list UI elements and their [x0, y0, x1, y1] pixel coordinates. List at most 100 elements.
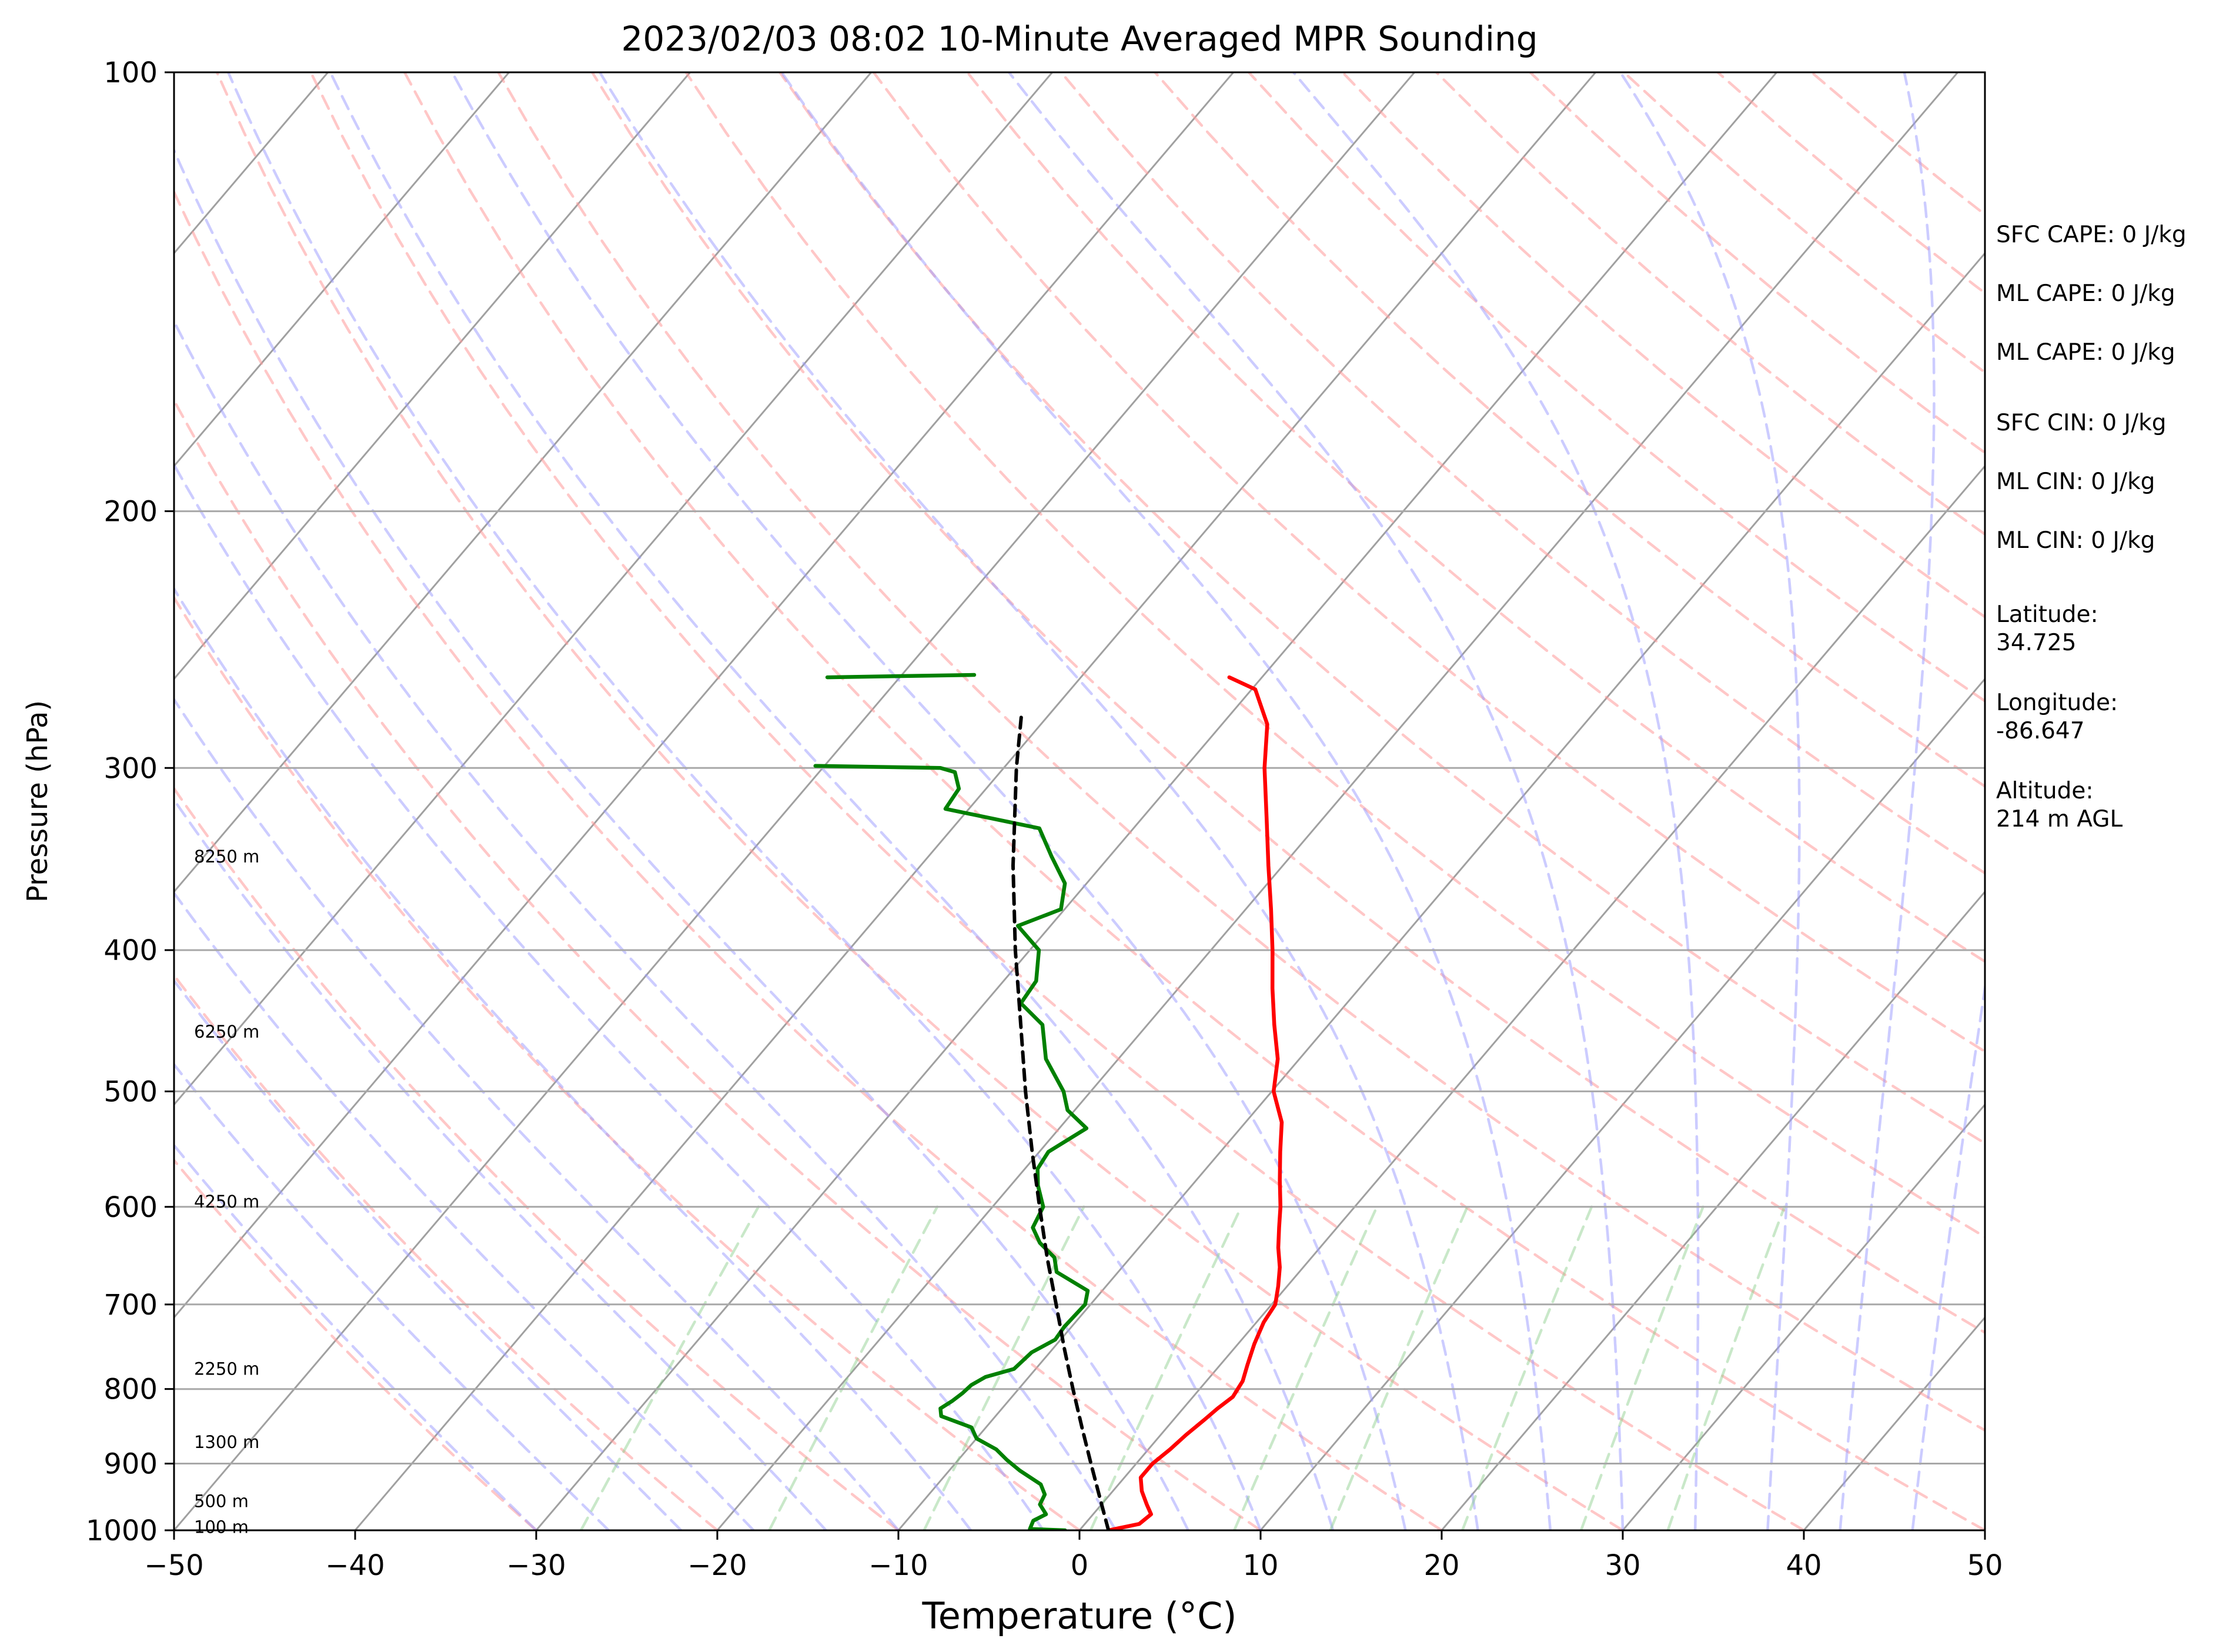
isotherm-line [174, 72, 1054, 1106]
x-tick-label: −50 [144, 1549, 203, 1582]
y-tick-label: 900 [103, 1448, 158, 1481]
moist-adiabat-line [1292, 72, 1700, 1530]
y-axis: 1000 900 800 700 600 500 400 300 200 100 [86, 56, 174, 1547]
x-tick-label: 30 [1605, 1549, 1640, 1582]
dry-adiabat-line [497, 72, 1985, 1432]
x-tick-label: −30 [506, 1549, 566, 1582]
dry-adiabat-line [174, 189, 1443, 1530]
dry-adiabat-line [174, 786, 900, 1530]
dry-adiabat-line [174, 397, 1262, 1530]
moist-adiabat-line [329, 72, 1335, 1530]
isotherm-line [1259, 677, 1985, 1530]
dewpoint-profile [813, 764, 1090, 1530]
x-tick-label: 20 [1423, 1549, 1459, 1582]
ml-cin-text-2: ML CIN: 0 J/kg [1996, 527, 2155, 554]
x-tick-label: 10 [1242, 1549, 1278, 1582]
longitude-text: Longitude: -86.647 [1996, 690, 2118, 744]
y-axis-label: Pressure (hPa) [21, 700, 54, 902]
moist-adiabat-line [174, 1062, 610, 1530]
moist-adiabat-line [174, 891, 755, 1530]
dry-adiabat-line [309, 72, 1806, 1530]
moist-adiabat-line [174, 697, 900, 1530]
dewpoint-upper-segment [825, 673, 977, 680]
moist-adiabat-line [174, 797, 828, 1530]
ml-cin-text: ML CIN: 0 J/kg [1996, 469, 2155, 495]
y-tick-label: 600 [103, 1191, 158, 1224]
isotherm-line [174, 72, 510, 468]
height-label: 6250 m [194, 1022, 259, 1042]
sounding-profiles [813, 673, 1284, 1530]
latitude-text: Latitude: 34.725 [1996, 601, 2098, 656]
dry-adiabat-line [778, 72, 1985, 1145]
height-label: 2250 m [194, 1359, 259, 1379]
sfc-cin-text: SFC CIN: 0 J/kg [1996, 410, 2167, 436]
moist-adiabat-line [598, 72, 1479, 1530]
moist-adiabat-line [174, 1143, 538, 1530]
ml-cape-text-2: ML CAPE: 0 J/kg [1996, 339, 2175, 366]
isobar-gridlines [174, 510, 1985, 1464]
y-tick-label: 800 [103, 1373, 158, 1406]
x-tick-label: −20 [687, 1549, 747, 1582]
parcel-profile [1011, 711, 1111, 1530]
isotherm-line [1440, 890, 1985, 1530]
altitude-text: Altitude: 214 m AGL [1996, 778, 2123, 832]
ml-cape-text: ML CAPE: 0 J/kg [1996, 280, 2175, 307]
mixing-ratio-line [1460, 1205, 1593, 1530]
moist-adiabat-line [1007, 72, 1625, 1530]
x-tick-label: 0 [1071, 1549, 1089, 1582]
y-tick-label: 200 [103, 496, 158, 529]
temperature-profile [1107, 675, 1284, 1530]
moist-adiabat-line [1619, 72, 1801, 1530]
y-tick-label: 1000 [86, 1514, 158, 1547]
isotherm-line [174, 72, 873, 894]
height-label: 500 m [194, 1491, 249, 1511]
isotherm-line [354, 72, 1597, 1530]
moist-adiabat-line [174, 318, 1117, 1530]
x-axis: −50 −40 −30 −20 −10 0 10 20 30 40 50 [144, 1530, 2003, 1582]
mixing-ratio-line [1329, 1205, 1469, 1530]
chart-title: 2023/02/03 08:02 10-Minute Averaged MPR … [621, 19, 1538, 59]
height-label: 1300 m [194, 1432, 259, 1452]
height-label: 100 m [194, 1517, 249, 1537]
height-label: 4250 m [194, 1192, 259, 1212]
isotherm-line [174, 72, 1235, 1319]
x-tick-label: 40 [1786, 1549, 1821, 1582]
y-tick-label: 400 [103, 934, 158, 967]
moist-adiabat-line [1911, 979, 1985, 1530]
moist-adiabat-line [174, 462, 1045, 1530]
isotherm-line [174, 72, 691, 681]
dry-adiabat-line [1154, 72, 1985, 788]
mixing-ratio-line [1233, 1205, 1379, 1530]
isotherm-line [716, 72, 1959, 1530]
moist-adiabat-line [174, 147, 1190, 1530]
height-labels: 8250 m 6250 m 4250 m 2250 m 1300 m 500 m 100 m [194, 847, 259, 1537]
moist-adiabat-line [450, 72, 1407, 1530]
mixing-ratio-line [1579, 1205, 1704, 1530]
isotherm-line [174, 72, 1416, 1530]
sfc-cape-text: SFC CAPE: 0 J/kg [1996, 222, 2187, 248]
x-tick-label: −10 [868, 1549, 928, 1582]
isotherm-line [535, 72, 1778, 1530]
moist-adiabat-line [780, 72, 1552, 1530]
dry-adiabat-line [1059, 72, 1985, 875]
mixing-ratio-line [1666, 1205, 1786, 1530]
y-tick-label: 700 [103, 1289, 158, 1322]
moist-adiabat-line [174, 978, 683, 1530]
isotherm-line [1078, 464, 1985, 1530]
isotherm-line [1622, 1103, 1985, 1530]
x-tick-label: −40 [325, 1549, 385, 1582]
y-tick-label: 300 [103, 752, 158, 785]
dry-adiabat-line [684, 72, 1985, 1239]
moist-adiabat-line [1839, 72, 1936, 1530]
moist-adiabat-line [174, 586, 972, 1530]
x-tick-label: 50 [1967, 1549, 2003, 1582]
dry-adiabat-line [174, 973, 719, 1530]
dry-adiabat-line [872, 72, 1985, 1054]
dry-adiabat-line [403, 72, 1985, 1530]
x-axis-label: Temperature (°C) [921, 1594, 1236, 1637]
y-tick-label: 500 [103, 1075, 158, 1108]
moist-adiabat-line [226, 72, 1262, 1530]
height-label: 8250 m [194, 847, 259, 867]
y-tick-label: 100 [103, 56, 158, 89]
